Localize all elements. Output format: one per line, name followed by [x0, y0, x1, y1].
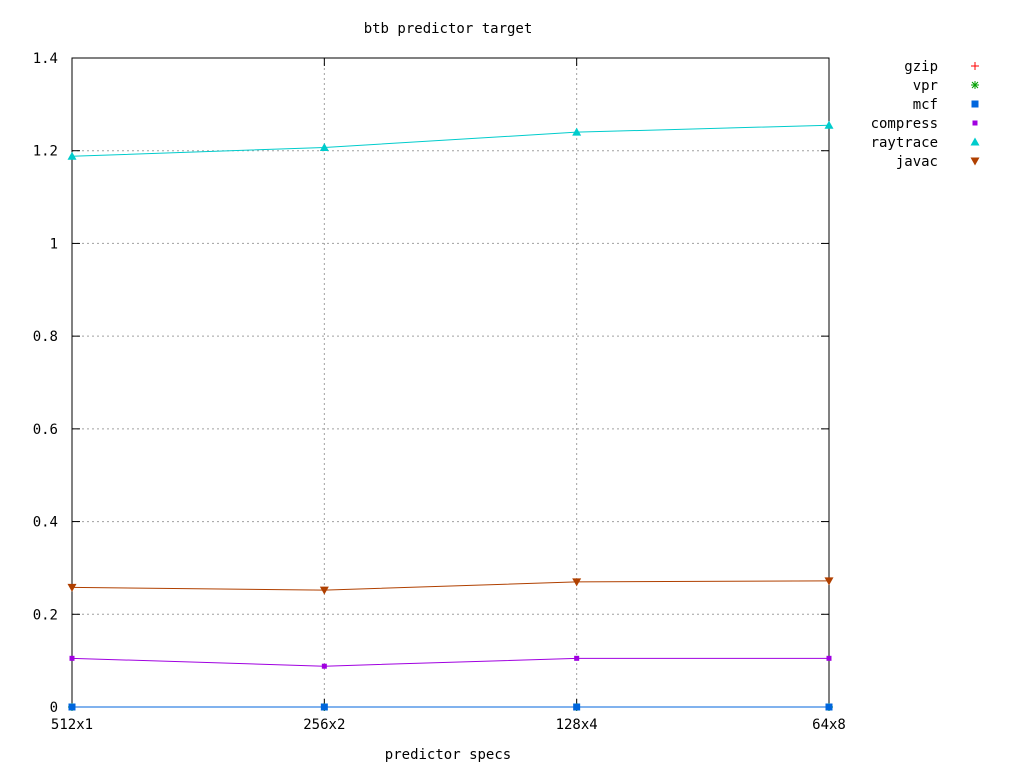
square-marker [68, 703, 76, 711]
x-tick-label: 512x1 [51, 717, 93, 733]
series-group [67, 120, 834, 711]
legend-label: compress [871, 116, 938, 132]
square-marker [574, 655, 580, 661]
square-marker [826, 655, 832, 661]
triangle-down-marker [824, 577, 834, 586]
legend-label: vpr [913, 78, 938, 94]
square-marker [573, 703, 581, 711]
y-tick-label: 0.4 [33, 515, 58, 531]
x-tick-label: 128x4 [556, 717, 598, 733]
y-tick-label: 0.2 [33, 607, 58, 623]
y-tick-label: 1 [50, 236, 58, 252]
series-compress [69, 655, 832, 669]
triangle-down-marker [572, 578, 582, 587]
series-line [71, 580, 830, 591]
triangle-up-marker [970, 137, 980, 146]
chart-title: btb predictor target [364, 21, 533, 37]
triangle-up-marker [824, 120, 834, 129]
legend-label: gzip [904, 59, 938, 75]
square-marker [69, 655, 75, 661]
triangle-up-marker [572, 127, 582, 136]
series-line [71, 124, 830, 157]
square-marker [825, 703, 833, 711]
series-raytrace [67, 120, 834, 160]
triangle-down-marker [67, 583, 77, 592]
series-line [71, 657, 829, 667]
y-tick-label: 0 [50, 700, 58, 716]
plot-frame [71, 57, 830, 708]
triangle-down-marker [319, 586, 329, 595]
legend-label: javac [896, 154, 938, 170]
x-axis-label: predictor specs [385, 747, 511, 763]
x-tick-label: 64x8 [812, 717, 846, 733]
star-marker [971, 81, 979, 89]
y-tick-label: 1.2 [33, 144, 58, 160]
plus-marker [971, 62, 979, 70]
triangle-down-marker [970, 157, 980, 166]
square-marker [972, 120, 978, 126]
triangle-up-marker [319, 142, 329, 151]
triangle-up-marker [67, 151, 77, 160]
square-marker [320, 703, 328, 711]
square-marker [971, 100, 979, 108]
y-tick-label: 1.4 [33, 51, 58, 67]
axis-ticks: 0 0.2 0.4 0.6 0.8 1 1.2 1.4 512x1 256x2 128x4 64x8 [33, 51, 846, 733]
square-marker [321, 663, 327, 669]
x-tick-label: 256x2 [303, 717, 345, 733]
series-javac [67, 577, 834, 595]
y-tick-label: 0.8 [33, 329, 58, 345]
grid [72, 58, 829, 707]
legend-label: raytrace [871, 135, 938, 151]
legend-label: mcf [913, 97, 938, 113]
legend: gzip vpr mcf compress raytrace javac [871, 59, 980, 170]
series-mcf [68, 703, 833, 711]
y-tick-label: 0.6 [33, 422, 58, 438]
